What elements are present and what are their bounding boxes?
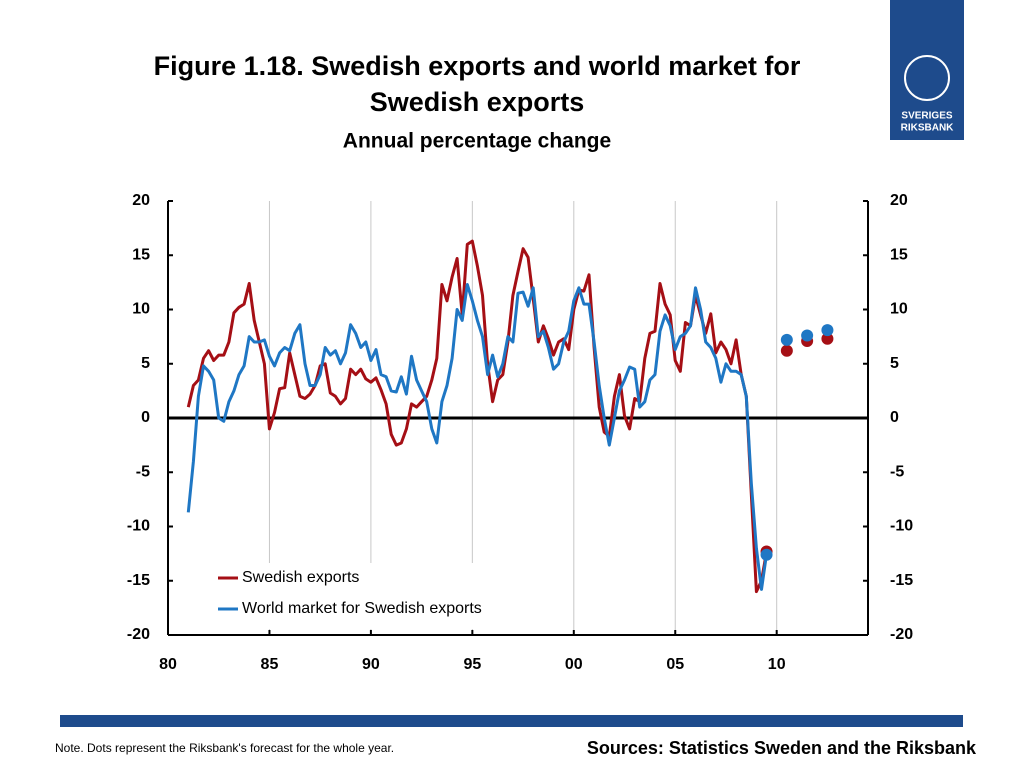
- chart-title: Figure 1.18. Swedish exports and world m…: [154, 51, 801, 117]
- y-tick-label: 15: [132, 246, 150, 263]
- series-line: [186, 239, 769, 594]
- y-tick-label: 20: [132, 192, 150, 209]
- legend-box: [208, 563, 548, 629]
- y2-tick-label: 5: [890, 355, 899, 372]
- y2-tick-label: 10: [890, 301, 908, 318]
- forecast-dot: [821, 324, 834, 337]
- x-tick-label: 90: [362, 656, 380, 673]
- legend-label: World market for Swedish exports: [242, 600, 482, 617]
- x-tick-label: 95: [463, 656, 481, 673]
- forecast-dot: [780, 333, 793, 346]
- y2-tick-label: -10: [890, 518, 913, 535]
- logo-text: RIKSBANK: [901, 123, 955, 134]
- forecast-dot: [780, 344, 793, 357]
- y-tick-label: -5: [136, 463, 150, 480]
- y-tick-label: 0: [141, 409, 150, 426]
- forecast-dot: [760, 548, 773, 561]
- legend-label: Swedish exports: [242, 569, 359, 586]
- x-tick-label: 05: [666, 656, 684, 673]
- y-tick-label: -20: [127, 626, 150, 643]
- forecast-dot: [801, 329, 814, 342]
- footer-bar: [60, 715, 963, 727]
- y-tick-label: -15: [127, 572, 150, 589]
- y2-tick-label: -20: [890, 626, 913, 643]
- y2-tick-label: 15: [890, 246, 908, 263]
- y2-tick-label: 0: [890, 409, 899, 426]
- title-line: Figure 1.18. Swedish exports and world m…: [154, 51, 801, 81]
- y-tick-label: -10: [127, 518, 150, 535]
- x-tick-label: 10: [768, 656, 786, 673]
- note: Note. Dots represent the Riksbank's fore…: [55, 741, 394, 755]
- x-tick-label: 00: [565, 656, 583, 673]
- logo-text: SVERIGES: [901, 111, 952, 122]
- forecast-dot: [821, 332, 834, 345]
- sources: Sources: Statistics Sweden and the Riksb…: [587, 738, 977, 758]
- y2-tick-label: 20: [890, 192, 908, 209]
- series-line: [186, 283, 769, 591]
- x-tick-label: 85: [261, 656, 279, 673]
- x-tick-label: 80: [159, 656, 177, 673]
- y2-tick-label: -5: [890, 463, 904, 480]
- logo-emblem: [904, 55, 950, 101]
- chart-subtitle: Annual percentage change: [343, 130, 611, 153]
- logo: [890, 0, 964, 140]
- y-tick-label: 5: [141, 355, 150, 372]
- title-line: Swedish exports: [370, 87, 585, 117]
- y-tick-label: 10: [132, 301, 150, 318]
- y2-tick-label: -15: [890, 572, 913, 589]
